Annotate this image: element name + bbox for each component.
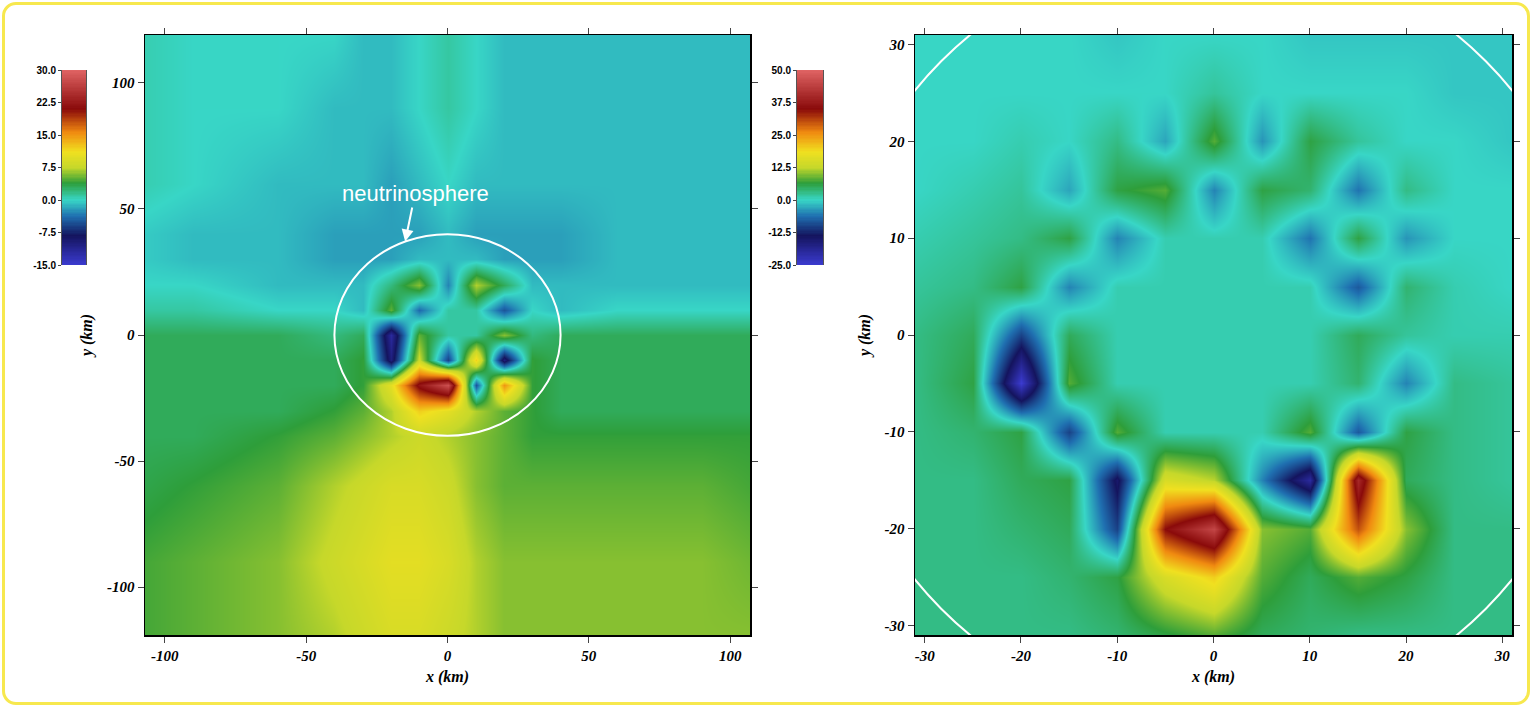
svg-text:0: 0 [897,327,905,343]
svg-text:x (km): x (km) [425,668,469,686]
svg-text:50: 50 [581,648,597,664]
svg-text:x (km): x (km) [1191,668,1235,686]
svg-text:-20: -20 [1011,648,1031,664]
svg-text:-50: -50 [296,648,316,664]
svg-text:-10: -10 [1107,648,1127,664]
svg-text:50.0: 50.0 [772,65,792,76]
svg-text:37.5: 37.5 [772,97,792,108]
svg-text:50: 50 [120,201,136,217]
svg-text:30: 30 [889,37,906,53]
svg-text:-20: -20 [885,521,905,537]
svg-text:10: 10 [1302,648,1318,664]
svg-text:-10: -10 [885,424,905,440]
svg-text:-15.0: -15.0 [33,260,56,271]
svg-text:y (km): y (km) [856,314,874,358]
svg-text:15.0: 15.0 [37,130,57,141]
svg-text:20: 20 [889,134,906,150]
svg-text:22.5: 22.5 [37,97,57,108]
svg-text:-7.5: -7.5 [39,227,57,238]
svg-text:0: 0 [1210,648,1218,664]
svg-text:-30: -30 [915,648,935,664]
svg-text:7.5: 7.5 [42,162,56,173]
svg-text:y (km): y (km) [78,314,96,358]
svg-text:0.0: 0.0 [777,195,791,206]
svg-text:30: 30 [1494,648,1511,664]
svg-text:0: 0 [127,327,135,343]
svg-text:30.0: 30.0 [37,65,57,76]
svg-text:100: 100 [719,648,742,664]
svg-text:20: 20 [1398,648,1415,664]
svg-text:-100: -100 [107,579,135,595]
svg-text:0: 0 [444,648,452,664]
svg-text:-50: -50 [115,453,135,469]
svg-text:-25.0: -25.0 [768,260,791,271]
svg-text:100: 100 [112,75,135,91]
svg-text:10: 10 [890,230,906,246]
svg-text:neutrinosphere: neutrinosphere [342,181,489,206]
svg-text:-100: -100 [151,648,179,664]
svg-text:-30: -30 [885,618,905,634]
svg-text:12.5: 12.5 [772,162,792,173]
svg-text:0.0: 0.0 [42,195,56,206]
svg-text:25.0: 25.0 [772,130,792,141]
svg-text:-12.5: -12.5 [768,227,791,238]
